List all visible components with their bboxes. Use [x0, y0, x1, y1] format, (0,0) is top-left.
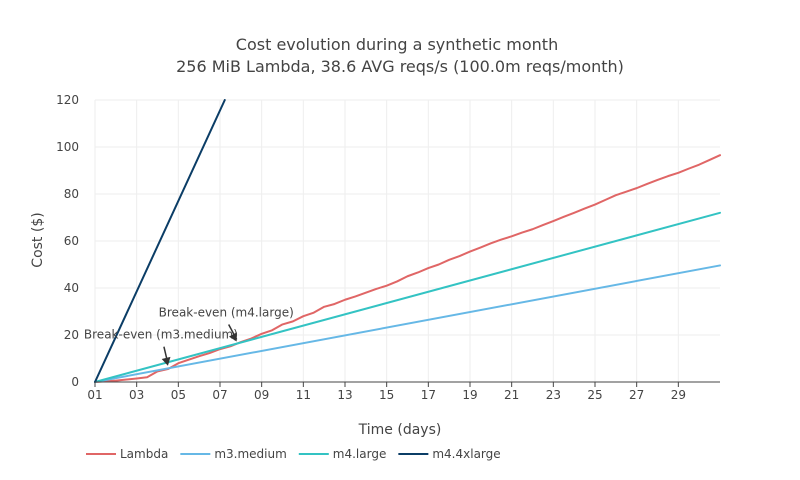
chart-title: Cost evolution during a synthetic month: [236, 35, 558, 54]
series-line-0: [94, 154, 721, 383]
x-tick-label: 19: [462, 388, 477, 402]
y-tick-label: 0: [71, 375, 79, 389]
x-tick-label: 11: [296, 388, 311, 402]
series-layer: [94, 99, 721, 383]
series-line-1: [94, 264, 721, 383]
chart-subtitle: 256 MiB Lambda, 38.6 AVG reqs/s (100.0m …: [176, 57, 624, 76]
x-tick-label: 23: [546, 388, 561, 402]
annotation-arrow-head: [161, 356, 171, 366]
legend-label: m4.4xlarge: [432, 447, 500, 461]
legend-label: m4.large: [333, 447, 387, 461]
series-line-2: [94, 211, 721, 383]
y-tick-label: 20: [64, 328, 79, 342]
x-axis-title: Time (days): [358, 422, 442, 438]
legend-label: Lambda: [120, 447, 168, 461]
x-tick-label: 09: [254, 388, 269, 402]
x-tick-label: 15: [379, 388, 394, 402]
y-tick-layer: 0 20 40 60 80 100 120: [56, 93, 79, 389]
x-tick-layer: 01 03 05 07 09 11 13 15 17 19 21 23 25 27 29: [87, 382, 686, 402]
y-tick-label: 80: [64, 187, 79, 201]
y-tick-label: 60: [64, 234, 79, 248]
annotation-label: Break-even (m4.large): [159, 306, 294, 320]
x-tick-label: 27: [629, 388, 644, 402]
annotation-label: Break-even (m3.medium): [84, 328, 238, 342]
annotation-layer: Break-even (m3.medium) Break-even (m4.lar…: [84, 306, 294, 366]
x-tick-label: 17: [421, 388, 436, 402]
x-tick-label: 03: [129, 388, 144, 402]
legend-label: m3.medium: [214, 447, 286, 461]
x-tick-label: 05: [171, 388, 186, 402]
y-tick-label: 100: [56, 140, 79, 154]
grid-layer: [94, 99, 720, 382]
x-tick-label: 29: [671, 388, 686, 402]
x-tick-label: 13: [337, 388, 352, 402]
series-line-3: [94, 99, 226, 383]
y-tick-label: 40: [64, 281, 79, 295]
x-tick-label: 21: [504, 388, 519, 402]
legend: Lambda m3.medium m4.large m4.4xlarge: [86, 447, 501, 461]
x-tick-label: 25: [587, 388, 602, 402]
x-tick-label: 07: [212, 388, 227, 402]
annotation-arrow-head: [228, 332, 237, 342]
y-axis-title: Cost ($): [30, 212, 46, 267]
x-tick-label: 01: [87, 388, 102, 402]
y-tick-label: 120: [56, 93, 79, 107]
